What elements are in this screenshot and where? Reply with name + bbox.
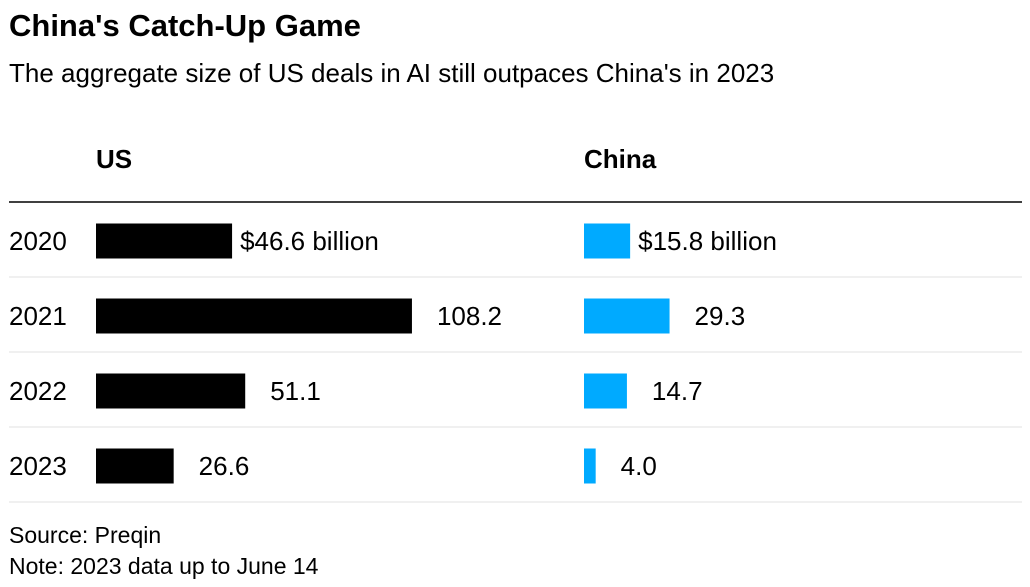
series-header: US <box>96 144 132 174</box>
bar <box>96 373 246 409</box>
data-label: 14.7 <box>652 376 703 406</box>
data-note: Note: 2023 data up to June 14 <box>9 553 319 579</box>
data-label: $15.8 billion <box>638 226 777 256</box>
series-header: China <box>584 144 657 174</box>
bar <box>96 223 233 259</box>
category-label: 2022 <box>9 376 67 406</box>
chart-title: China's Catch-Up Game <box>9 8 361 43</box>
bar <box>96 298 412 334</box>
data-label: 29.3 <box>695 301 746 331</box>
category-label: 2020 <box>9 226 67 256</box>
bar <box>584 223 631 259</box>
chart-subtitle: The aggregate size of US deals in AI sti… <box>9 58 775 88</box>
data-label: 26.6 <box>199 451 250 481</box>
source-note: Source: Preqin <box>9 522 162 548</box>
data-label: 51.1 <box>270 376 321 406</box>
bar <box>584 298 670 334</box>
bar <box>584 448 596 484</box>
category-label: 2021 <box>9 301 67 331</box>
data-label: $46.6 billion <box>240 226 379 256</box>
bar <box>96 448 174 484</box>
bar <box>584 373 627 409</box>
data-label: 108.2 <box>437 301 502 331</box>
data-label: 4.0 <box>621 451 657 481</box>
category-label: 2023 <box>9 451 67 481</box>
